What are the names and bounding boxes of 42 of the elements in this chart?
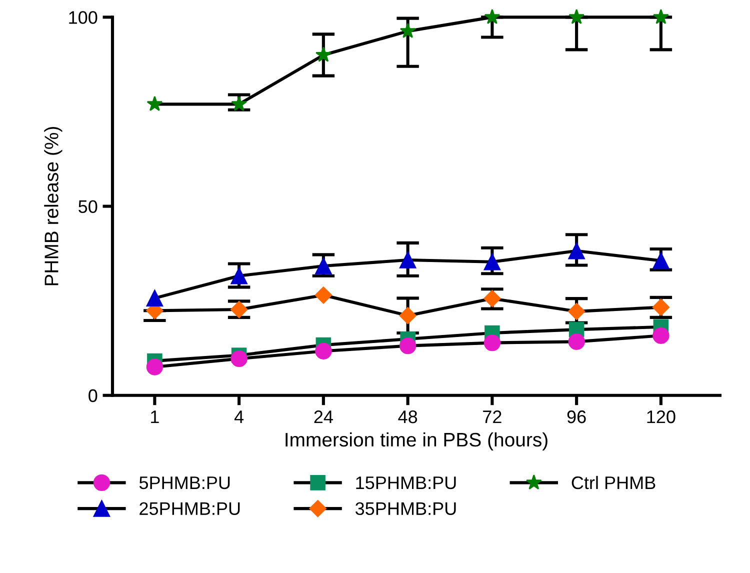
point <box>568 242 585 260</box>
x-tick-label: 72 <box>483 410 502 424</box>
legend-label: 35PHMB:PU <box>356 502 456 516</box>
point <box>315 46 332 62</box>
point <box>314 286 332 304</box>
point <box>315 258 332 274</box>
point <box>146 290 164 307</box>
point <box>399 252 416 268</box>
point <box>146 358 164 376</box>
legend-label: 25PHMB:PU <box>140 502 240 516</box>
point <box>484 8 500 24</box>
x-tick-label: 4 <box>234 410 244 424</box>
x-tick-label: 120 <box>647 410 676 424</box>
point <box>484 254 501 270</box>
point <box>652 8 669 24</box>
legend-label: 5PHMB:PU <box>139 476 230 490</box>
point <box>568 333 585 350</box>
point <box>568 8 585 24</box>
point <box>568 302 586 320</box>
legend-label: Ctrl PHMB <box>572 476 656 490</box>
point <box>230 268 248 284</box>
point <box>484 334 501 352</box>
y-axis-title: PHMB release (%) <box>44 126 62 286</box>
point <box>146 96 163 112</box>
x-tick-label: 48 <box>398 410 418 424</box>
point <box>400 22 416 38</box>
point <box>231 96 248 112</box>
x-axis-title: Immersion time in PBS (hours) <box>286 432 548 450</box>
point <box>652 252 670 270</box>
point <box>399 307 416 324</box>
x-tick-label: 24 <box>314 410 333 424</box>
point <box>315 342 332 360</box>
legend-label: 15PHMB:PU <box>356 476 456 490</box>
x-tick-label: 96 <box>567 410 586 424</box>
point <box>230 350 248 368</box>
y-tick-label: 100 <box>69 11 98 24</box>
x-tick-label: 1 <box>151 410 159 424</box>
point <box>399 337 416 354</box>
point <box>230 300 248 318</box>
y-tick-label: 50 <box>78 200 98 213</box>
y-tick-label: 0 <box>88 389 98 402</box>
point <box>652 327 670 344</box>
